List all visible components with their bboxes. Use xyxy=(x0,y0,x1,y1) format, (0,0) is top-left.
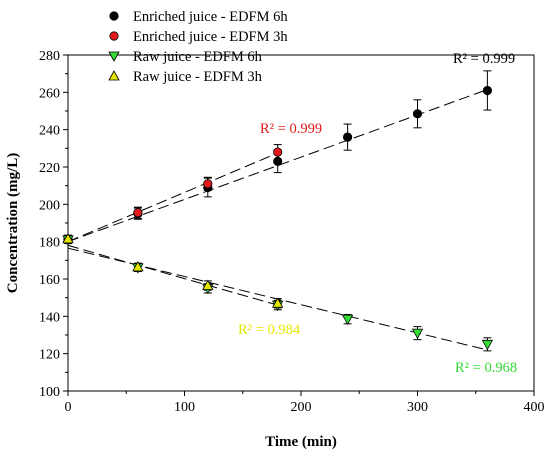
data-point xyxy=(202,279,214,290)
y-axis-label: Concentration (mg/L) xyxy=(5,153,21,293)
data-point xyxy=(132,261,144,272)
r2-annotations: R² = 0.999 R² = 0.999 R² = 0.968 R² = 0.984 xyxy=(238,51,517,376)
y-tick-label: 240 xyxy=(39,124,60,139)
y-tick-label: 180 xyxy=(39,236,60,251)
x-tick-label: 100 xyxy=(174,400,195,415)
data-point xyxy=(272,297,284,308)
legend-marker xyxy=(109,31,119,41)
fit-line xyxy=(67,152,278,243)
data-point xyxy=(482,85,492,96)
legend-marker xyxy=(108,70,120,81)
data-point xyxy=(133,208,143,218)
data-point xyxy=(412,109,423,119)
x-tick-label: 400 xyxy=(524,400,545,415)
r2-label: R² = 0.984 xyxy=(238,322,301,338)
data-point xyxy=(411,328,424,339)
x-tick-label: 0 xyxy=(65,400,72,415)
r2-label: R² = 0.999 xyxy=(453,51,515,67)
legend-marker xyxy=(109,11,119,21)
legend-label: Enriched juice - EDFM 6h xyxy=(133,9,288,25)
data-points xyxy=(62,85,494,351)
data-point xyxy=(342,132,353,142)
y-tick-label: 140 xyxy=(39,310,60,325)
legend-marker xyxy=(108,51,120,62)
r2-label: R² = 0.968 xyxy=(455,360,517,376)
legend-label: Enriched juice - EDFM 3h xyxy=(133,29,288,45)
y-tick-label: 200 xyxy=(39,198,60,213)
r2-label: R² = 0.999 xyxy=(260,121,322,137)
y-tick-label: 280 xyxy=(39,49,60,64)
axes: 0 100 200 300 400 100 120 140 160 180 200 220 240 260… xyxy=(39,49,545,415)
data-point xyxy=(273,156,283,166)
y-tick-label: 220 xyxy=(39,161,60,176)
legend: Enriched juice - EDFM 6h Enriched juice -… xyxy=(108,9,288,85)
data-point xyxy=(62,233,74,244)
x-tick-label: 300 xyxy=(407,400,428,415)
y-tick-label: 260 xyxy=(39,86,60,101)
x-axis-label: Time (min) xyxy=(265,434,337,450)
x-tick-label: 200 xyxy=(291,400,312,415)
y-tick-label: 120 xyxy=(39,348,60,363)
y-tick-label: 160 xyxy=(39,273,60,288)
data-point xyxy=(203,179,213,189)
legend-label: Raw juice - EDFM 6h xyxy=(133,49,263,65)
y-tick-label: 100 xyxy=(39,385,60,400)
data-point xyxy=(341,314,354,325)
data-point xyxy=(273,147,283,157)
plot-frame xyxy=(67,54,535,392)
data-point xyxy=(481,339,494,351)
fit-line xyxy=(67,244,278,306)
legend-label: Raw juice - EDFM 3h xyxy=(133,69,263,85)
